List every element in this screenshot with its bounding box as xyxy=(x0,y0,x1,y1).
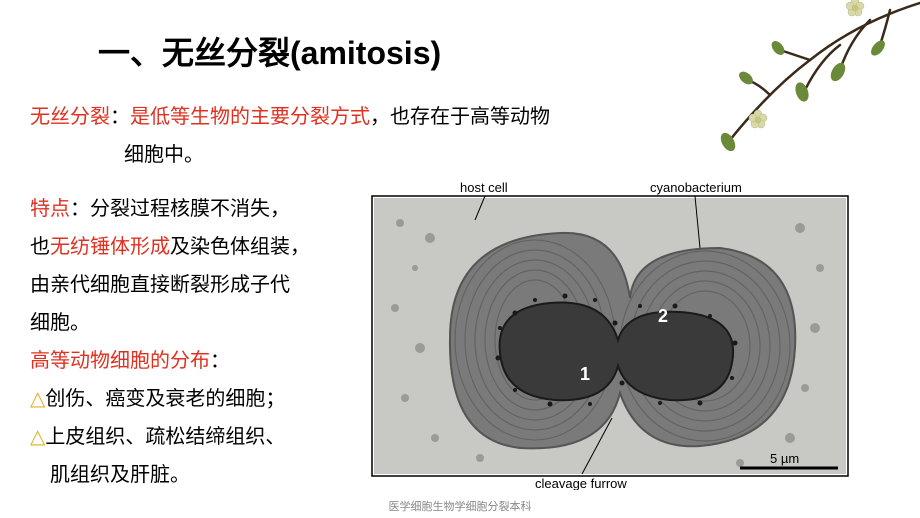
scale-bar-label: 5 µm xyxy=(770,451,799,466)
left-text-block: 特点：分裂过程核膜不消失， 也无纺锤体形成及染色体组装， 由亲代细胞直接断裂形成… xyxy=(30,190,320,494)
definition-paragraph: 无丝分裂：是低等生物的主要分裂方式，也存在于高等动物 细胞中。 xyxy=(30,98,550,174)
term-amitosis: 无丝分裂 xyxy=(30,106,110,128)
label-cyanobacterium: cyanobacterium xyxy=(650,180,742,195)
triangle-icon: △ xyxy=(30,426,45,448)
page-title: 一、无丝分裂(amitosis) xyxy=(98,28,441,74)
decorative-branch xyxy=(710,0,920,170)
distribution-label: 高等动物细胞的分布 xyxy=(30,350,210,372)
micrograph-figure: host cell cyanobacterium cleavage furrow… xyxy=(360,178,860,490)
footer-text: 医学细胞生物学细胞分裂本科 xyxy=(389,498,532,514)
label-cleavage-furrow: cleavage furrow xyxy=(535,476,627,490)
features-label: 特点 xyxy=(30,198,70,220)
triangle-icon: △ xyxy=(30,388,45,410)
label-host-cell: host cell xyxy=(460,180,508,195)
